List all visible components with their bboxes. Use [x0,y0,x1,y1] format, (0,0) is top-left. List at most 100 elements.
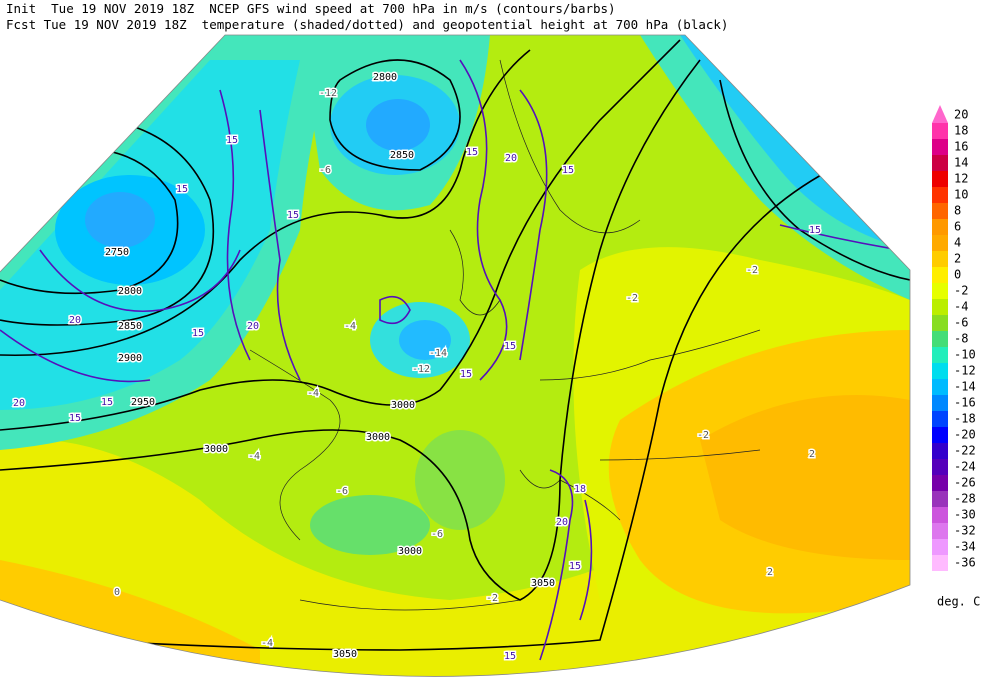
wind-label: 15 [460,369,472,380]
wind-label: 20 [69,315,81,326]
header-line: Init Tue 19 NOV 2019 18Z NCEP GFS wind s… [6,1,616,16]
wind-contour [459,59,548,381]
temperature-label: -4 [261,638,273,649]
wind-label: 15 [69,413,81,424]
height-label: 3050 [531,578,555,589]
colorbar-label: 4 [954,236,961,250]
wind-label: 15 [101,397,113,408]
colorbar-swatch [932,475,948,491]
colorbar-swatch [932,251,948,267]
height-label: 2850 [118,321,142,332]
temperature-label: -2 [626,293,638,304]
colorbar-swatch [932,555,948,571]
wind-label: 15 [504,341,516,352]
colorbar-swatch [932,267,948,283]
colorbar-swatch [932,363,948,379]
colorbar-swatch [932,427,948,443]
colorbar-swatch [932,105,948,123]
colorbar-swatch [932,171,948,187]
colorbar-swatch [932,411,948,427]
wind-label: 15 [287,210,299,221]
height-contour [0,147,179,295]
colorbar-swatch [932,283,948,299]
colorbar-label: -34 [954,540,976,554]
height-label: 3050 [333,649,357,660]
wind-label: 15 [192,328,204,339]
wind-contour [379,295,593,661]
colorbar-label: 0 [954,268,961,282]
colorbar-swatch [932,347,948,363]
height-label: 3000 [204,444,228,455]
temperature-label: -12 [412,364,430,375]
temperature-label: -6 [431,529,443,540]
colorbar: 20181614121086420-2-4-6-8-10-12-14-16-18… [932,105,976,571]
colorbar-label: -28 [954,492,976,506]
colorbar-label: -18 [954,412,976,426]
temperature-label: -2 [697,430,709,441]
shading [366,99,430,151]
colorbar-label: -22 [954,444,976,458]
height-contour [79,129,910,651]
temperature-label: 0 [114,587,120,598]
temperature-label: -2 [486,593,498,604]
shading [680,35,910,270]
colorbar-swatch [932,235,948,251]
height-label: 2950 [131,397,155,408]
wind-label: 20 [247,321,259,332]
height-label: 2800 [373,72,397,83]
wind-contour [779,224,901,251]
wind-label: 15 [569,561,581,572]
height-label: 2900 [118,353,142,364]
height-label: 2800 [118,286,142,297]
wind-contour [0,249,241,383]
colorbar-label: 12 [954,172,968,186]
shading [700,395,910,560]
wind-label: 20 [505,153,517,164]
colorbar-swatch [932,379,948,395]
colorbar-swatch [932,491,948,507]
colorbar-label: 20 [954,108,968,122]
colorbar-label: -8 [954,332,968,346]
colorbar-label: -14 [954,380,976,394]
temperature-label: -12 [319,88,337,99]
colorbar-label: -36 [954,556,976,570]
temperature-label: -6 [336,486,348,497]
map-border [0,34,911,677]
wind-label: 15 [562,165,574,176]
wind-label: 20 [13,398,25,409]
height-label: 3000 [391,400,415,411]
colorbar-swatch [932,331,948,347]
height-contour [0,39,681,431]
colorbar-label: 6 [954,220,961,234]
colorbar-label: -10 [954,348,976,362]
wind-label: 20 [556,517,568,528]
colorbar-swatch [932,395,948,411]
shading [640,35,910,300]
colorbar-label: 16 [954,140,968,154]
colorbar-label: -20 [954,428,976,442]
colorbar-swatch [932,203,948,219]
height-label: 3000 [398,546,422,557]
map-area [0,35,910,677]
shading [415,430,505,530]
colorbar-label: -26 [954,476,976,490]
wind-label: 15 [504,651,516,662]
map-labels: 2800 2850 2750 2800 2850 2900 2950 3000 3000 3000… [11,71,822,664]
shading [310,495,430,555]
colorbar-label: 2 [954,252,961,266]
wind-label: 18 [574,484,586,495]
height-contour [329,59,461,171]
legend-unit: deg. C [937,595,980,609]
wind-label: 15 [226,135,238,146]
colorbar-swatch [932,523,948,539]
height-label: 3000 [366,432,390,443]
colorbar-swatch [932,299,948,315]
colorbar-label: -2 [954,284,968,298]
colorbar-label: -6 [954,316,968,330]
colorbar-swatch [932,507,948,523]
temperature-label: -14 [429,348,447,359]
colorbar-label: 18 [954,124,968,138]
